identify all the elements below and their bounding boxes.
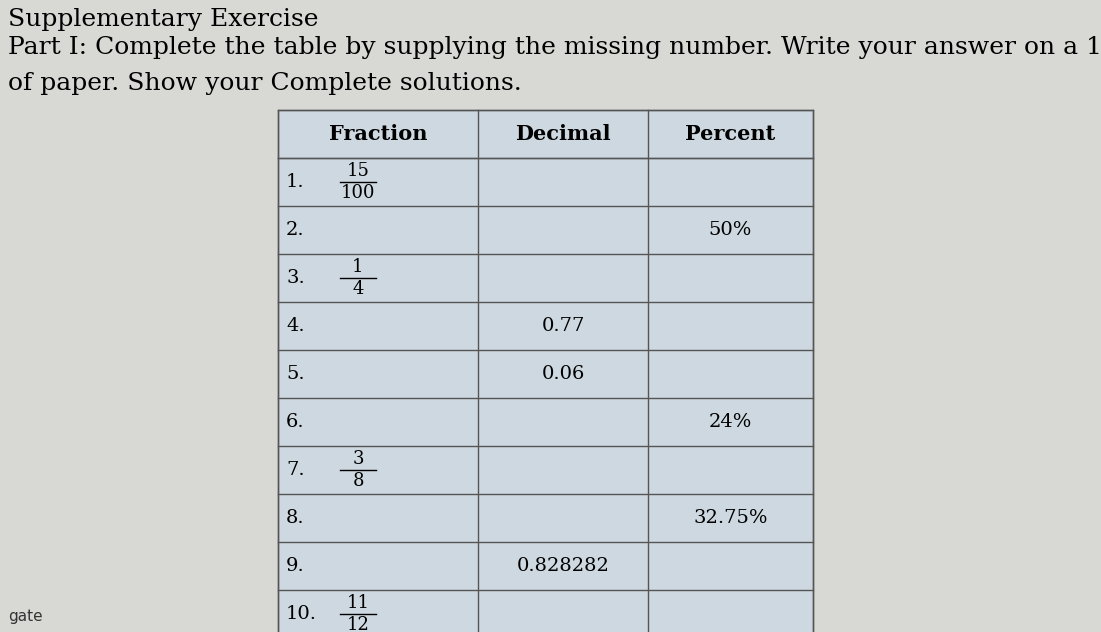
Text: 50%: 50% — [709, 221, 752, 239]
Text: 4.: 4. — [286, 317, 305, 335]
Text: 12: 12 — [347, 616, 370, 632]
Text: 8: 8 — [352, 471, 363, 490]
Text: Percent: Percent — [686, 124, 775, 144]
Text: 3: 3 — [352, 451, 363, 468]
Text: 3.: 3. — [286, 269, 305, 287]
Text: 11: 11 — [347, 595, 370, 612]
Text: Decimal: Decimal — [515, 124, 611, 144]
Text: 15: 15 — [347, 162, 370, 181]
Text: 7.: 7. — [286, 461, 305, 479]
Text: 1.: 1. — [286, 173, 305, 191]
Text: 10.: 10. — [286, 605, 317, 623]
Bar — [277, 110, 813, 632]
Text: gate: gate — [8, 609, 43, 624]
Text: 5.: 5. — [286, 365, 305, 383]
Text: 6.: 6. — [286, 413, 305, 431]
Text: 9.: 9. — [286, 557, 305, 575]
Text: Part I: Complete the table by supplying the missing number. Write your answer on: Part I: Complete the table by supplying … — [8, 36, 1101, 59]
Text: 100: 100 — [340, 183, 375, 202]
Text: 24%: 24% — [709, 413, 752, 431]
Text: 2.: 2. — [286, 221, 305, 239]
Text: 32.75%: 32.75% — [694, 509, 767, 527]
Text: 8.: 8. — [286, 509, 305, 527]
Text: 4: 4 — [352, 279, 363, 298]
Text: Supplementary Exercise: Supplementary Exercise — [8, 8, 318, 31]
Text: 0.828282: 0.828282 — [516, 557, 610, 575]
Text: 1: 1 — [352, 258, 363, 276]
Text: 0.06: 0.06 — [542, 365, 585, 383]
Text: Fraction: Fraction — [329, 124, 427, 144]
Text: of paper. Show your Complete solutions.: of paper. Show your Complete solutions. — [8, 72, 522, 95]
Text: 0.77: 0.77 — [542, 317, 585, 335]
